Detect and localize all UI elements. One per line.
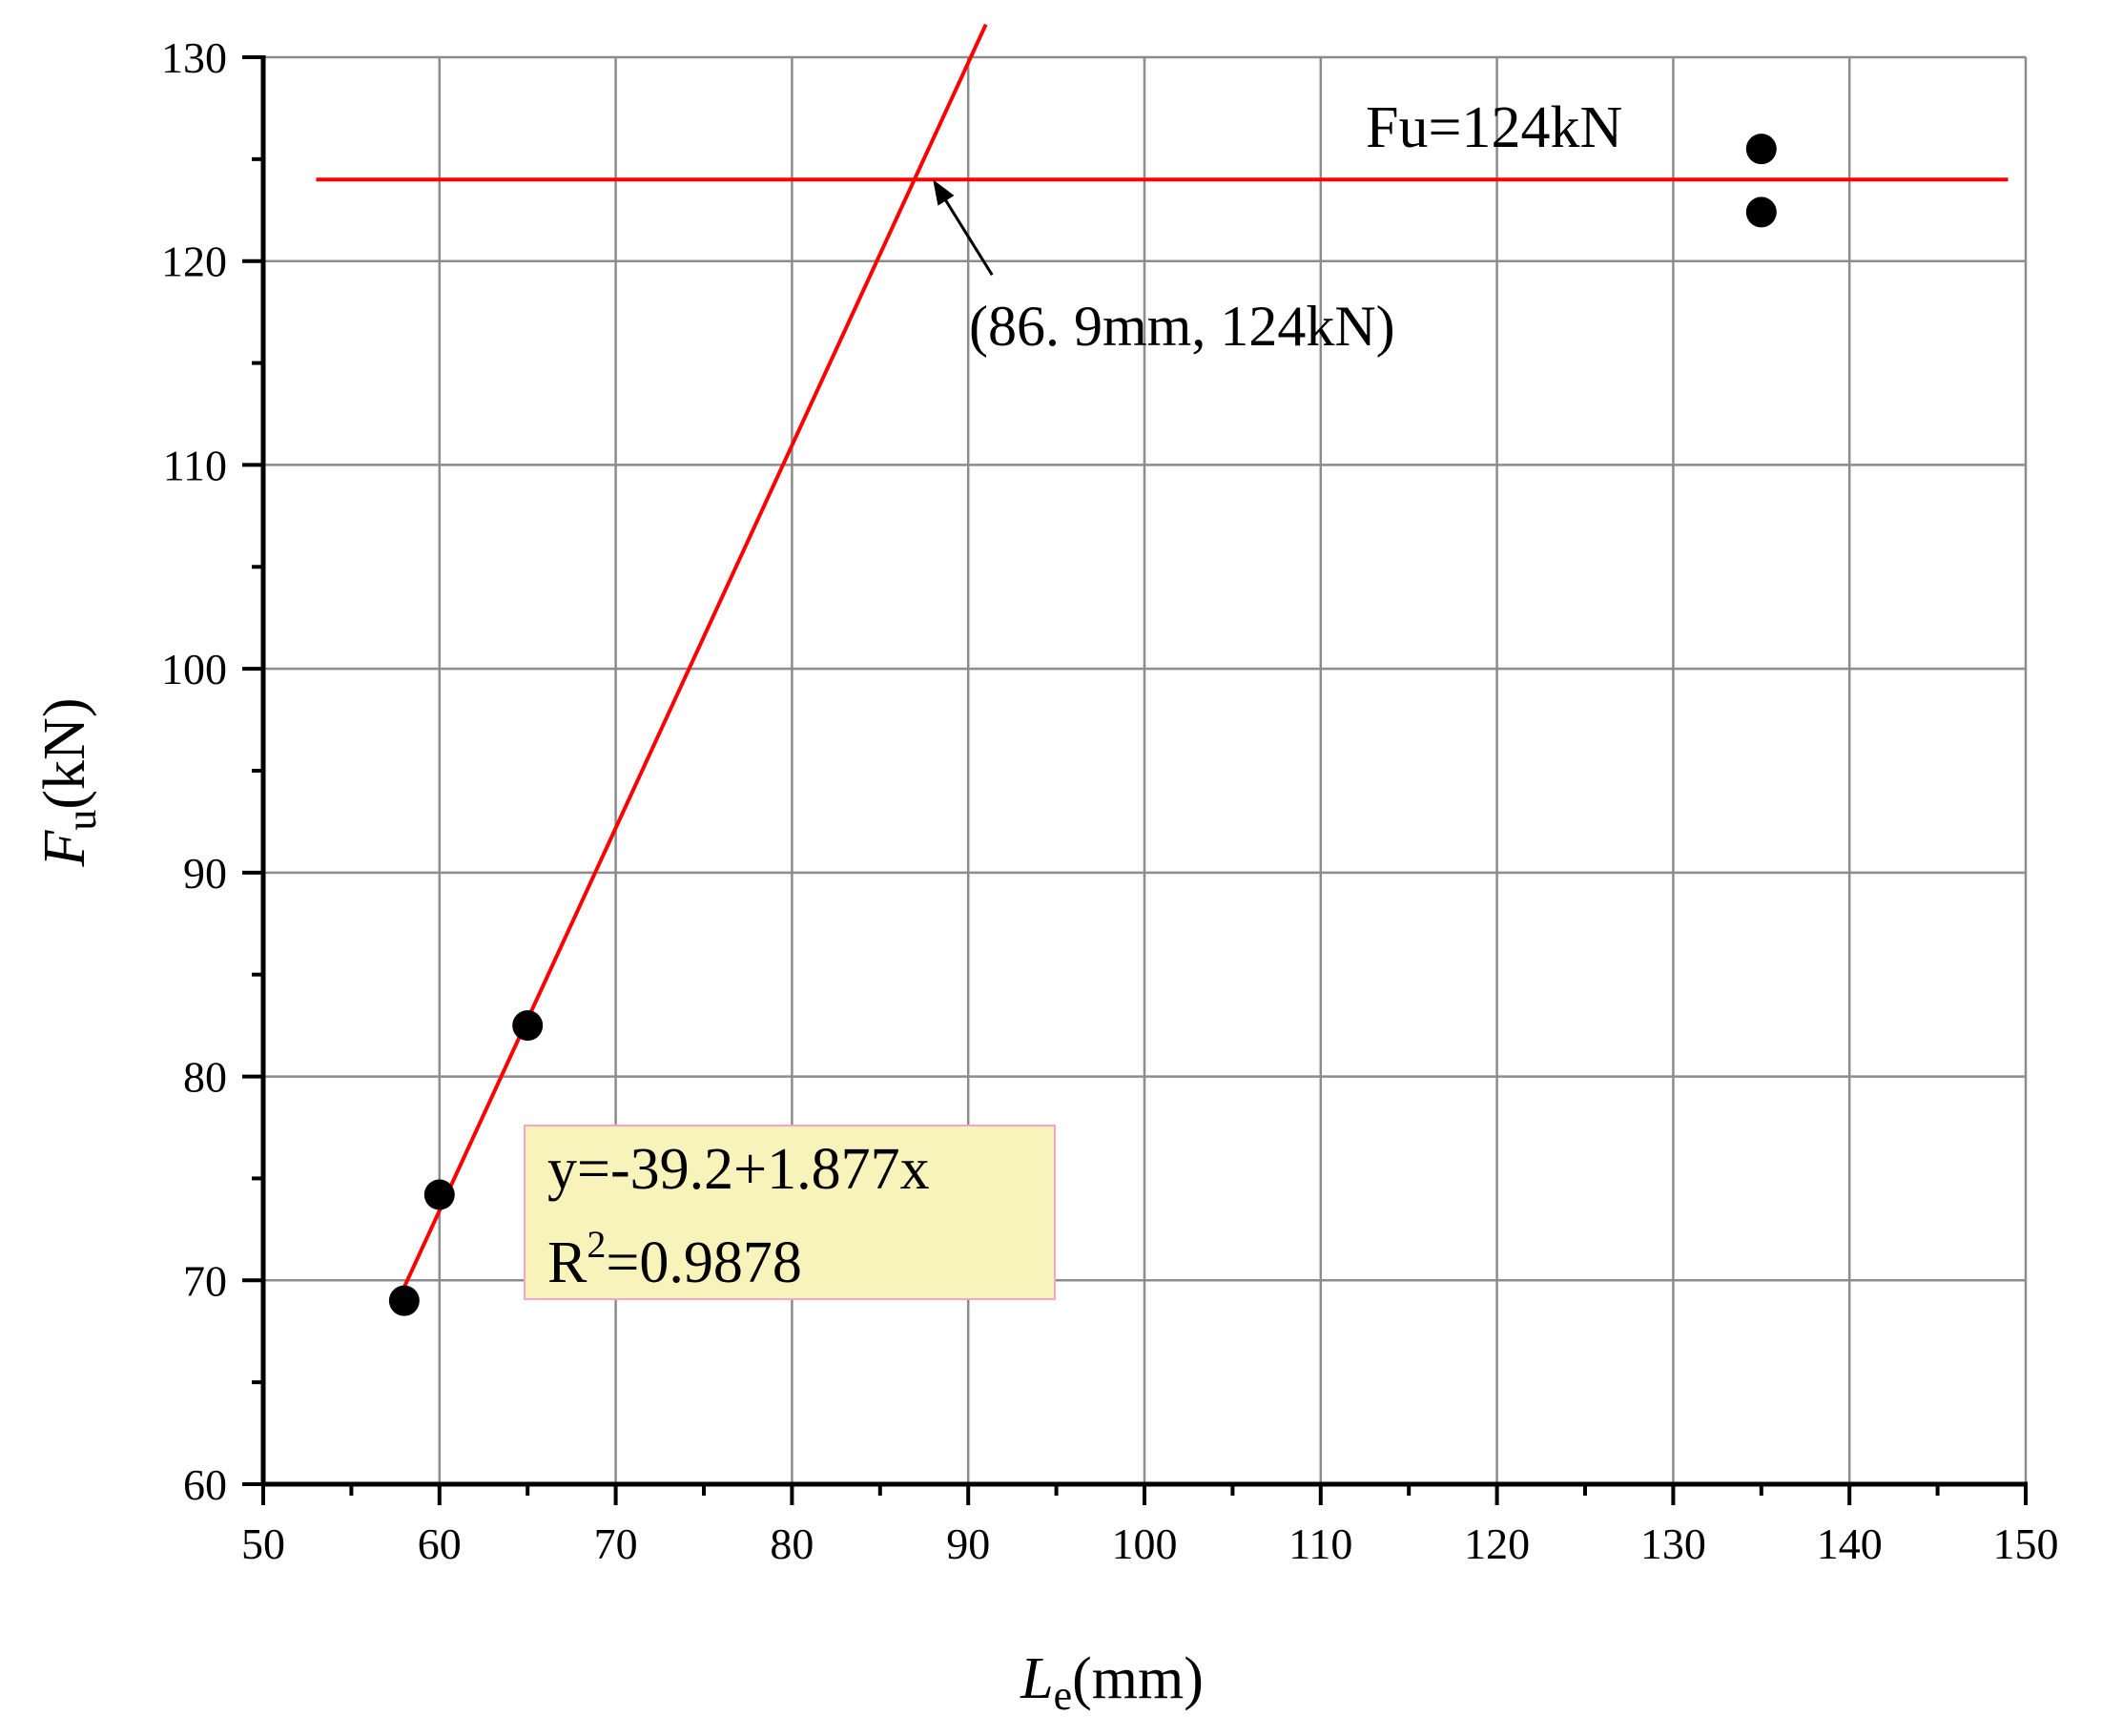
- y-tick-label: 130: [161, 33, 227, 82]
- data-point: [388, 1285, 420, 1316]
- intersection-arrow-head: [933, 179, 955, 206]
- x-tick-label: 120: [1464, 1519, 1530, 1568]
- x-axis-title: Le(mm): [1020, 1646, 1204, 1719]
- equation-line-1: y=-39.2+1.877x: [547, 1137, 930, 1202]
- fit-line: [402, 23, 988, 1289]
- fit-line-group: [316, 23, 2009, 1289]
- y-tick-label: 60: [183, 1460, 227, 1509]
- y-tick-label: 110: [163, 441, 227, 489]
- x-tick-labels: 50 60 70 80 90 100 110 120 130 140 150: [241, 1519, 2059, 1568]
- x-tick-label: 90: [946, 1519, 990, 1568]
- data-point: [423, 1179, 455, 1210]
- y-tick-label: 90: [183, 849, 227, 898]
- data-point: [1745, 134, 1777, 165]
- equation-line-2: R2=0.9878: [547, 1223, 802, 1295]
- x-tick-label: 100: [1112, 1519, 1178, 1568]
- y-tick-label: 70: [183, 1256, 227, 1305]
- x-tick-label: 80: [770, 1519, 814, 1568]
- y-tick-label: 100: [161, 645, 227, 693]
- x-tick-label: 50: [241, 1519, 285, 1568]
- x-tick-label: 70: [594, 1519, 638, 1568]
- data-point: [512, 1010, 544, 1042]
- equation-box: [524, 1125, 1056, 1300]
- x-tick-label: 110: [1288, 1519, 1352, 1568]
- x-tick-label: 140: [1817, 1519, 1883, 1568]
- axes: [242, 55, 2028, 1505]
- x-tick-label: 150: [1993, 1519, 2059, 1568]
- intersection-arrow-shaft: [937, 188, 994, 277]
- hline-label: Fu=124kN: [1366, 95, 1622, 160]
- x-tick-label: 60: [418, 1519, 462, 1568]
- data-points: [388, 134, 1777, 1316]
- intersection-label: (86. 9mm, 124kN): [969, 295, 1395, 358]
- y-axis-title: Fu(kN): [32, 698, 105, 868]
- y-tick-label: 120: [161, 238, 227, 286]
- y-tick-label: 80: [183, 1053, 227, 1102]
- intersection-arrow: [933, 179, 994, 277]
- x-tick-label: 130: [1640, 1519, 1706, 1568]
- y-tick-labels: 60 70 80 90 100 110 120 130: [161, 33, 227, 1509]
- data-point: [1745, 196, 1777, 228]
